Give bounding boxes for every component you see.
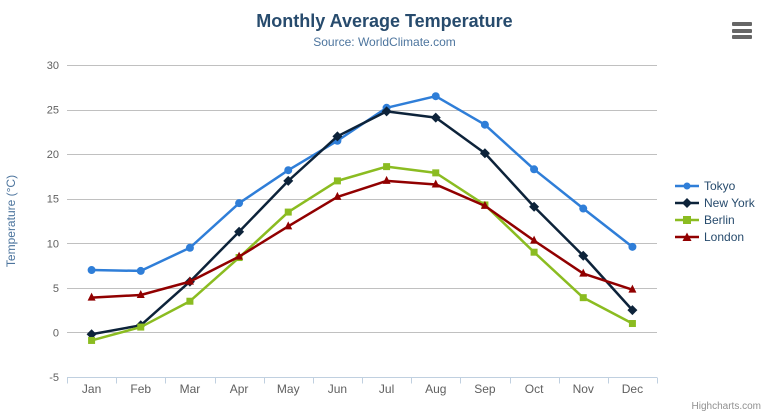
svg-text:5: 5 <box>53 283 59 295</box>
legend-item-new-york[interactable]: New York <box>675 194 755 211</box>
svg-text:Aug: Aug <box>425 382 446 396</box>
legend-item-berlin[interactable]: Berlin <box>675 211 755 228</box>
legend-label: Tokyo <box>704 178 736 193</box>
legend-label: Berlin <box>704 212 735 227</box>
chart-subtitle: Source: WorldClimate.com <box>313 35 456 49</box>
tokyo-series-icon <box>675 182 699 189</box>
svg-text:Temperature (°C): Temperature (°C) <box>4 175 18 267</box>
hamburger-menu-icon <box>732 22 752 26</box>
svg-text:Oct: Oct <box>525 382 544 396</box>
svg-text:Mar: Mar <box>180 382 201 396</box>
svg-text:Nov: Nov <box>573 382 594 396</box>
svg-text:0: 0 <box>53 327 59 339</box>
legend-label: New York <box>704 195 755 210</box>
legend-item-london[interactable]: London <box>675 228 755 245</box>
svg-text:May: May <box>277 382 300 396</box>
svg-text:20: 20 <box>47 149 59 161</box>
svg-text:30: 30 <box>47 60 59 72</box>
svg-text:Feb: Feb <box>130 382 151 396</box>
export-menu-button[interactable] <box>732 22 752 39</box>
svg-text:-5: -5 <box>49 372 59 384</box>
svg-text:Jun: Jun <box>328 382 347 396</box>
svg-text:Jul: Jul <box>379 382 394 396</box>
highcharts-credit-link[interactable]: Highcharts.com <box>691 401 761 412</box>
svg-text:Apr: Apr <box>230 382 249 396</box>
svg-text:15: 15 <box>47 194 59 206</box>
berlin-series-icon <box>675 215 699 224</box>
svg-text:Sep: Sep <box>474 382 496 396</box>
chart-title: Monthly Average Temperature <box>256 11 513 31</box>
legend-item-tokyo[interactable]: Tokyo <box>675 177 755 194</box>
legend-label: London <box>704 229 745 244</box>
svg-text:25: 25 <box>47 105 59 117</box>
svg-text:Dec: Dec <box>622 382 643 396</box>
svg-text:Jan: Jan <box>82 382 101 396</box>
london-series-icon <box>675 232 699 241</box>
legend: Tokyo New York Berlin London <box>675 177 755 245</box>
new-york-series-icon <box>675 197 699 208</box>
svg-text:10: 10 <box>47 238 59 250</box>
